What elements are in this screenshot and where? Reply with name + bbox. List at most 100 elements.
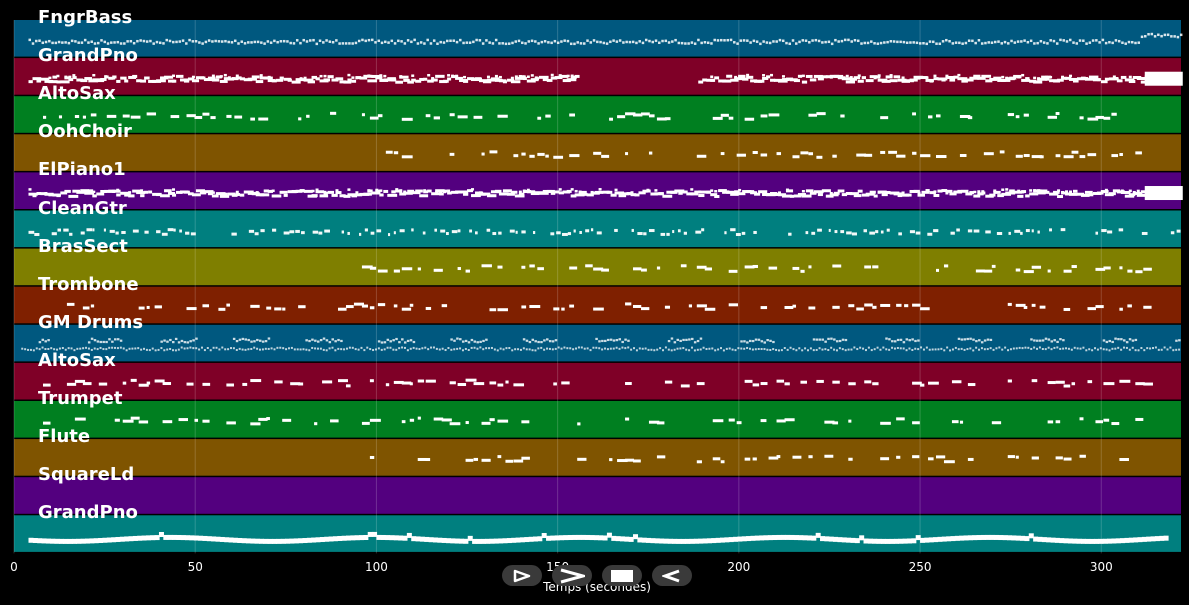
note (136, 191, 146, 195)
note (56, 74, 60, 78)
note (949, 349, 952, 352)
track-band[interactable] (14, 286, 1181, 324)
track-band[interactable] (14, 515, 1181, 552)
note (604, 347, 607, 350)
note (832, 264, 842, 268)
note (192, 347, 195, 350)
note (1080, 76, 1086, 80)
note (1130, 40, 1134, 44)
note (763, 341, 766, 344)
track-band[interactable] (14, 401, 1181, 438)
play-button[interactable] (552, 565, 592, 586)
note (601, 348, 604, 351)
note (169, 338, 172, 342)
track-band[interactable] (14, 20, 1181, 57)
note (138, 420, 149, 424)
note (478, 77, 482, 81)
note (93, 347, 96, 350)
track-band[interactable] (14, 210, 1181, 248)
note (48, 193, 54, 197)
rewind-button[interactable] (652, 565, 692, 586)
note (601, 268, 609, 272)
note (863, 538, 869, 544)
note (211, 40, 214, 43)
note (28, 230, 35, 234)
note (1060, 228, 1066, 232)
note (912, 112, 917, 116)
note (514, 76, 524, 80)
note (379, 193, 384, 197)
play-from-start-button[interactable] (502, 565, 542, 586)
note (813, 190, 817, 194)
track-band[interactable] (14, 58, 1181, 95)
note (119, 339, 123, 342)
note (295, 189, 303, 193)
note (989, 193, 996, 197)
note (755, 40, 759, 43)
note (1128, 193, 1136, 197)
note (818, 338, 822, 341)
note (459, 347, 462, 350)
note (1013, 190, 1023, 194)
note (853, 194, 862, 198)
note (1029, 39, 1033, 43)
note (754, 338, 758, 341)
note (130, 416, 140, 420)
note (834, 230, 838, 234)
note (690, 41, 694, 44)
track-band[interactable] (14, 477, 1181, 514)
note (202, 304, 210, 308)
note (809, 190, 813, 193)
note (203, 190, 214, 194)
note (805, 189, 814, 193)
note (57, 40, 61, 44)
track-band[interactable] (14, 324, 1181, 362)
note (417, 267, 421, 271)
note (981, 191, 986, 195)
note (401, 346, 404, 349)
note (266, 417, 270, 421)
note (64, 75, 68, 79)
note (446, 538, 452, 544)
note (801, 80, 808, 84)
note (141, 535, 147, 541)
note (134, 347, 137, 350)
note (1030, 338, 1033, 341)
note (122, 419, 134, 423)
note (975, 346, 978, 349)
note (880, 150, 886, 154)
note (909, 78, 918, 82)
stop-button[interactable] (602, 565, 642, 586)
note (58, 115, 63, 119)
note (824, 340, 827, 343)
note (832, 421, 839, 425)
track-band[interactable] (14, 362, 1181, 400)
note (740, 347, 743, 350)
note (558, 74, 569, 78)
note (398, 535, 404, 541)
note (345, 347, 348, 350)
note (1140, 80, 1146, 84)
note (125, 349, 128, 352)
note (537, 267, 544, 271)
note (102, 348, 105, 351)
note (1111, 347, 1114, 350)
note (909, 230, 915, 234)
note (770, 78, 776, 82)
note (883, 41, 886, 44)
note (722, 191, 726, 194)
note (1046, 42, 1049, 45)
note (42, 421, 51, 425)
note (1041, 537, 1047, 543)
note (1009, 189, 1013, 193)
note (426, 38, 429, 42)
note (390, 39, 394, 43)
note (459, 38, 462, 42)
track-band[interactable] (14, 439, 1181, 476)
note (633, 347, 636, 350)
note (913, 189, 920, 193)
note (801, 349, 804, 352)
note (489, 150, 498, 154)
track-band[interactable] (14, 248, 1181, 286)
note (837, 75, 841, 79)
